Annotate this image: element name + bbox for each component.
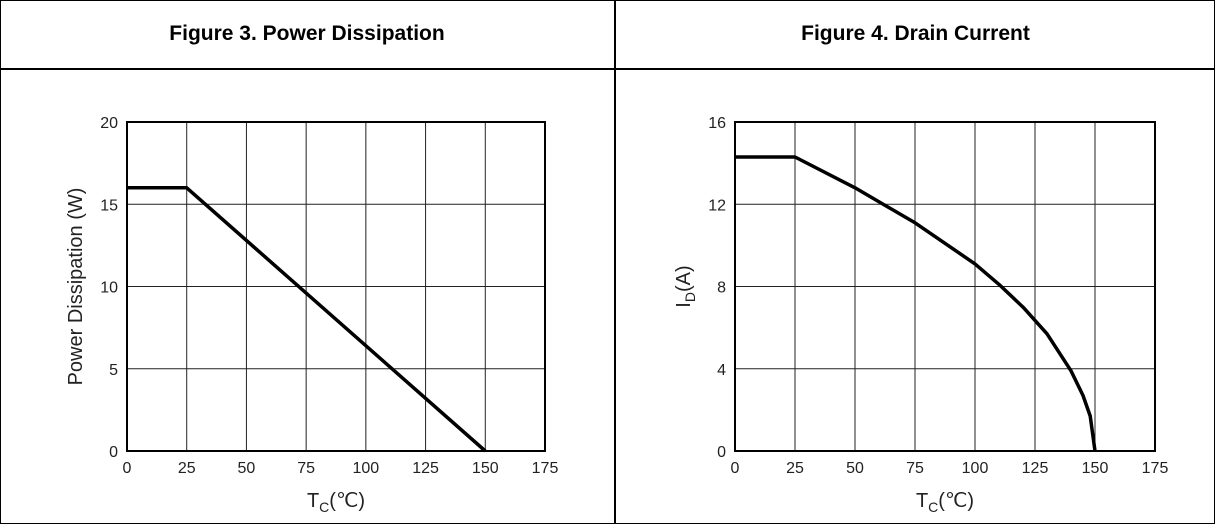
charts-canvas: 0 25 50 75 100 125 150 175 0 5 10 15 20 TC(℃) Power Di… xyxy=(65,115,1168,515)
x-tick-label: 75 xyxy=(297,460,315,477)
panel-title-power: Figure 3. Power Dissipation xyxy=(169,22,445,45)
panel-divider xyxy=(614,0,616,524)
x-tick-label: 150 xyxy=(472,460,499,477)
plot-border xyxy=(734,121,1156,452)
x-tick-label: 50 xyxy=(238,460,256,477)
x-tick-label: 25 xyxy=(178,460,196,477)
x-tick-label: 0 xyxy=(731,460,740,477)
x-tick-label: 150 xyxy=(1082,460,1109,477)
y-axis-label: Power Dissipation (W) xyxy=(65,188,87,386)
panel-title-drain: Figure 4. Drain Current xyxy=(801,22,1030,45)
x-tick-label: 125 xyxy=(412,460,439,477)
x-tick-label: 75 xyxy=(906,460,924,477)
x-axis-label: TC(℃) xyxy=(916,490,974,515)
x-tick-label: 175 xyxy=(532,460,559,477)
x-tick-label: 100 xyxy=(353,460,380,477)
y-tick-label: 20 xyxy=(100,115,118,132)
y-tick-label: 8 xyxy=(717,280,726,297)
x-tick-label: 0 xyxy=(123,460,132,477)
y-tick-label: 0 xyxy=(717,444,726,461)
x-tick-label: 175 xyxy=(1142,460,1169,477)
x-tick-label: 125 xyxy=(1022,460,1049,477)
y-tick-label: 10 xyxy=(100,280,118,297)
series-line xyxy=(127,186,487,453)
chart-1: 0 25 50 75 100 125 150 175 0 4 8 12 16 TC(℃) ID(A) xyxy=(673,115,1168,515)
y-tick-label: 0 xyxy=(109,444,118,461)
x-axis-label: TC(℃) xyxy=(307,490,365,515)
header-row xyxy=(0,0,1215,70)
x-tick-label: 100 xyxy=(962,460,989,477)
y-tick-label: 16 xyxy=(708,115,726,132)
y-axis-label: ID(A) xyxy=(673,265,698,307)
y-tick-label: 15 xyxy=(100,197,118,214)
x-tick-label: 50 xyxy=(846,460,864,477)
series-line xyxy=(735,155,1097,452)
y-tick-label: 4 xyxy=(717,362,726,379)
y-tick-label: 12 xyxy=(708,197,726,214)
y-tick-label: 5 xyxy=(109,362,118,379)
plot-border xyxy=(126,121,546,452)
chart-0: 0 25 50 75 100 125 150 175 0 5 10 15 20 TC(℃) Power Di… xyxy=(65,115,558,515)
x-tick-label: 25 xyxy=(786,460,804,477)
